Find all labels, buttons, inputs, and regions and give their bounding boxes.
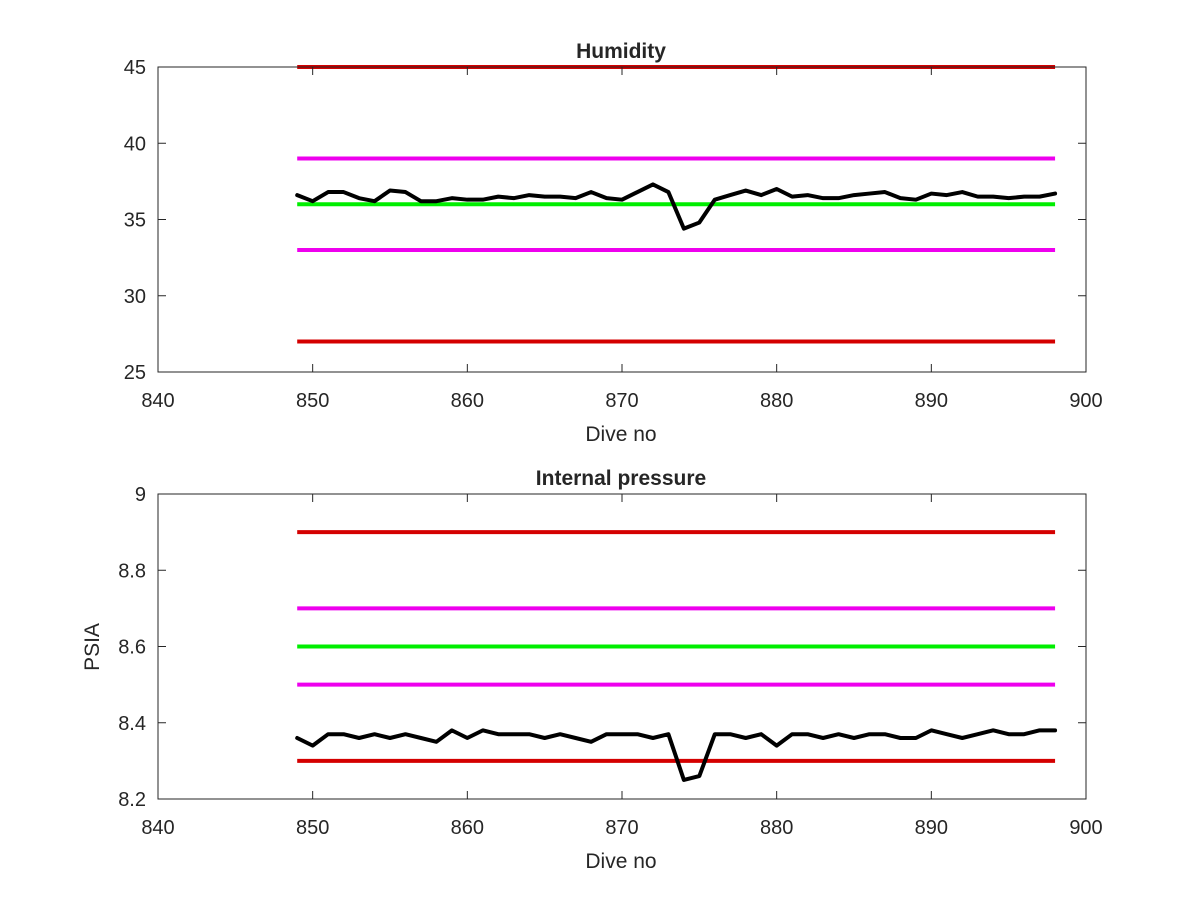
pressure-x-tick-label-0: 840	[141, 817, 174, 839]
humidity-y-tick-label-4: 45	[124, 57, 146, 79]
humidity-x-tick-label-3: 870	[605, 390, 638, 412]
pressure-x-tick-label-4: 880	[760, 817, 793, 839]
pressure-plot-marks: 840 850 860 870 880 890 900 8.2 8.4 8.6 8.8 9	[118, 484, 1103, 839]
internal-pressure-chart: Internal pressure Dive no PSIA 840 850 860…	[81, 467, 1103, 873]
humidity-chart: Humidity Dive no 840 850 860 870 880 890 900 25…	[124, 40, 1103, 446]
pressure-x-tick-label-3: 870	[605, 817, 638, 839]
humidity-x-tick-label-2: 860	[451, 390, 484, 412]
humidity-x-tick-label-6: 900	[1069, 390, 1102, 412]
humidity-series-line-0	[295, 182, 1058, 231]
pressure-x-tick-label-2: 860	[451, 817, 484, 839]
pressure-x-tick-label-6: 900	[1069, 817, 1102, 839]
humidity-x-axis-label: Dive no	[585, 423, 656, 446]
pressure-y-tick-label-2: 8.6	[118, 637, 146, 659]
humidity-plot-marks: 840 850 860 870 880 890 900 25 30 35 40 45	[124, 57, 1103, 412]
humidity-y-tick-label-3: 40	[124, 133, 146, 155]
pressure-x-tick-label-5: 890	[915, 817, 948, 839]
pressure-y-tick-label-4: 9	[135, 484, 146, 506]
pressure-y-tick-label-1: 8.4	[118, 713, 146, 735]
humidity-y-tick-label-0: 25	[124, 362, 146, 384]
pressure-chart-title: Internal pressure	[536, 467, 706, 490]
humidity-y-tick-label-2: 35	[124, 210, 146, 232]
humidity-chart-title: Humidity	[576, 40, 666, 63]
pressure-x-tick-label-1: 850	[296, 817, 329, 839]
pressure-x-axis-label: Dive no	[585, 850, 656, 873]
humidity-x-tick-label-0: 840	[141, 390, 174, 412]
pressure-y-axis-label: PSIA	[81, 623, 104, 671]
pressure-y-tick-label-0: 8.2	[118, 789, 146, 811]
humidity-y-tick-label-1: 30	[124, 286, 146, 308]
pressure-series-line-0	[295, 728, 1058, 782]
humidity-x-tick-label-1: 850	[296, 390, 329, 412]
humidity-x-tick-label-4: 880	[760, 390, 793, 412]
pressure-y-tick-label-3: 8.8	[118, 560, 146, 582]
humidity-x-tick-label-5: 890	[915, 390, 948, 412]
